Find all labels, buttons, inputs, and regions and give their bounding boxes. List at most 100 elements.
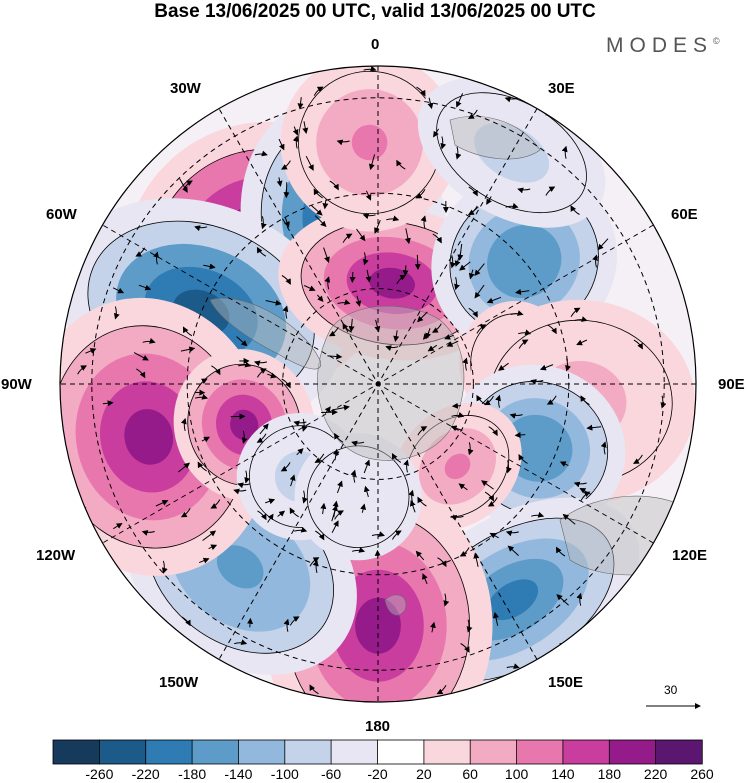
wind-arrow — [331, 520, 339, 534]
latitude-circle — [282, 288, 474, 480]
wind-arrow — [391, 530, 402, 540]
wind-arrow — [488, 426, 498, 437]
wind-arrow — [371, 531, 385, 537]
wind-arrow — [498, 362, 509, 371]
wind-arrow — [420, 215, 427, 229]
wind-arrow — [576, 339, 588, 346]
wind-arrow — [210, 499, 221, 509]
wind-arrow — [466, 619, 473, 633]
wind-arrow — [303, 285, 316, 291]
wind-arrow — [460, 643, 470, 653]
wind-arrow — [363, 459, 371, 474]
wind-arrow — [297, 97, 304, 110]
wind-arrow — [417, 426, 428, 436]
wind-arrow — [365, 269, 372, 283]
wind-arrow — [515, 288, 530, 295]
wind-arrow — [530, 379, 544, 385]
colorbar-swatch — [655, 739, 703, 765]
wind-arrow — [256, 246, 267, 257]
wind-arrow — [425, 328, 431, 340]
wind-arrow — [281, 378, 291, 389]
wind-arrow — [289, 507, 299, 518]
modes-logo: MODES© — [606, 34, 720, 58]
wind-arrow — [267, 513, 274, 523]
lon-label-150e: 150E — [548, 674, 584, 691]
wind-arrow — [484, 395, 494, 406]
colorbar-swatch — [516, 739, 564, 765]
wind-arrow — [336, 480, 343, 494]
wind-arrow — [597, 238, 609, 251]
wind-arrow — [202, 530, 217, 541]
map-title: Base 13/06/2025 00 UTC, valid 13/06/2025… — [154, 1, 596, 22]
map-boundary — [59, 65, 697, 703]
wind-arrow — [259, 423, 269, 435]
wind-arrow — [396, 159, 406, 170]
wind-arrow — [267, 372, 277, 379]
wind-arrow — [454, 277, 460, 291]
wind-arrow — [458, 483, 468, 491]
wind-arrow — [182, 326, 193, 337]
wind-arrow — [570, 205, 580, 215]
lon-label-150w: 150W — [159, 674, 199, 691]
wind-arrow — [556, 594, 569, 606]
wind-arrow — [518, 329, 532, 336]
wind-arrow — [312, 559, 319, 574]
wind-arrow — [237, 482, 251, 489]
wind-arrow — [234, 639, 248, 646]
colorbar — [52, 739, 703, 765]
wind-arrow — [459, 261, 471, 271]
anomaly-contour — [492, 137, 531, 168]
colorbar-swatch — [191, 739, 240, 765]
anomaly-contour — [230, 409, 259, 441]
wind-arrow — [462, 357, 468, 371]
wind-arrow — [368, 154, 376, 171]
wind-arrow — [315, 530, 325, 541]
wind-arrow — [518, 339, 529, 349]
wind-arrow — [138, 284, 152, 291]
wind-arrow — [313, 188, 323, 199]
wind-arrow — [576, 592, 583, 606]
wind-arrow — [506, 460, 512, 474]
wind-arrow — [467, 442, 474, 456]
wind-arrow — [356, 228, 366, 242]
colorbar-swatch — [237, 739, 286, 765]
wind-arrow — [180, 508, 191, 518]
wind-arrow — [493, 611, 499, 626]
wind-arrow — [455, 93, 464, 108]
colorbar-tick-label: -60 — [320, 766, 342, 782]
wind-arrow — [476, 324, 487, 334]
lon-label-120w: 120W — [36, 547, 76, 564]
wind-arrow — [446, 340, 459, 347]
wind-arrow — [327, 353, 343, 360]
wind-arrow — [539, 364, 554, 371]
wind-arrow — [208, 544, 218, 551]
wind-arrow — [414, 254, 421, 271]
wind-arrow — [409, 500, 416, 513]
lon-label-90w: 90W — [1, 376, 32, 393]
wind-arrow — [433, 128, 440, 138]
wind-arrow — [457, 243, 464, 261]
wind-arrow — [289, 474, 296, 487]
reference-vector-label: 30 — [664, 683, 678, 697]
wind-arrow — [415, 189, 426, 199]
wind-arrow — [415, 550, 425, 561]
wind-arrow — [309, 684, 319, 695]
wind-arrow — [505, 530, 519, 537]
wind-arrow — [393, 330, 400, 342]
wind-arrow — [431, 323, 442, 333]
colorbar-tick-label: -180 — [178, 766, 207, 782]
wind-arrow — [474, 263, 485, 276]
wind-arrow — [180, 346, 196, 353]
wind-arrow — [403, 459, 409, 473]
wind-arrow — [349, 271, 356, 283]
wind-arrow — [256, 368, 267, 378]
lon-label-30w: 30W — [170, 80, 201, 97]
wind-arrow — [468, 307, 478, 318]
wind-arrow — [386, 215, 400, 222]
wind-arrow — [451, 411, 465, 418]
lon-label-60w: 60W — [46, 206, 77, 223]
wind-arrow — [314, 453, 325, 463]
wind-arrow — [241, 430, 248, 444]
south-america-land — [209, 297, 322, 370]
